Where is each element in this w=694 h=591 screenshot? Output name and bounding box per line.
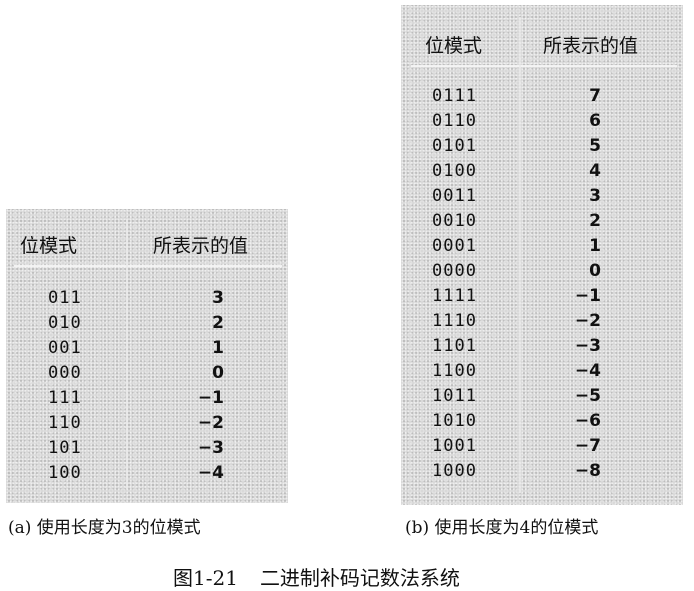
caption-table-b: (b) 使用长度为4的位模式 [405, 518, 599, 538]
caption-table-a: (a) 使用长度为3的位模式 [8, 518, 201, 538]
value-cell: −6 [574, 411, 601, 431]
bit-pattern-cell: 100 [48, 463, 82, 483]
column-divider [519, 17, 521, 493]
table-row: 0111 7 [401, 83, 683, 108]
value-cell: −3 [197, 438, 224, 458]
bit-pattern-cell: 1010 [432, 411, 477, 431]
table-row: 0100 4 [401, 158, 683, 183]
value-cell: −5 [574, 386, 601, 406]
bit-pattern-cell: 1011 [432, 386, 477, 406]
header-represented-value: 所表示的值 [153, 235, 249, 257]
value-cell: 5 [589, 136, 601, 156]
table-row: 1101 −3 [401, 333, 683, 358]
value-cell: −1 [197, 388, 224, 408]
table-row: 1010 −6 [401, 408, 683, 433]
table-row: 110 −2 [6, 410, 288, 435]
value-cell: 4 [589, 161, 601, 181]
value-cell: 2 [589, 211, 601, 231]
header-divider [411, 65, 677, 67]
value-cell: 0 [212, 363, 224, 383]
table-row: 111 −1 [6, 385, 288, 410]
bit-pattern-cell: 1000 [432, 461, 477, 481]
header-divider [14, 265, 282, 267]
bit-pattern-cell: 1101 [432, 336, 477, 356]
table-row: 0000 0 [401, 258, 683, 283]
value-cell: 3 [212, 288, 224, 308]
value-cell: 2 [212, 313, 224, 333]
bit-pattern-cell: 0101 [432, 136, 477, 156]
table-row: 0001 1 [401, 233, 683, 258]
bit-pattern-cell: 1001 [432, 436, 477, 456]
value-cell: 0 [589, 261, 601, 281]
value-cell: 7 [589, 86, 601, 106]
bit-pattern-cell: 000 [48, 363, 82, 383]
bit-pattern-cell: 110 [48, 413, 82, 433]
bit-pattern-cell: 0111 [432, 86, 477, 106]
bit-pattern-cell: 1110 [432, 311, 477, 331]
table-row: 1000 −8 [401, 458, 683, 483]
bit-pattern-cell: 1100 [432, 361, 477, 381]
table-row: 001 1 [6, 335, 288, 360]
value-cell: −1 [574, 286, 601, 306]
bit-pattern-cell: 0100 [432, 161, 477, 181]
table-3bit: 位模式 所表示的值 011 3 010 2 001 1 000 0 111 −1 110−… [6, 209, 288, 503]
table-row: 100 −4 [6, 460, 288, 485]
bit-pattern-cell: 0110 [432, 111, 477, 131]
table-row: 000 0 [6, 360, 288, 385]
header-bit-pattern: 位模式 [425, 35, 483, 57]
bit-pattern-cell: 001 [48, 338, 82, 358]
figure-caption: 图1-21 二进制补码记数法系统 [173, 562, 460, 591]
table-row: 0011 3 [401, 183, 683, 208]
table-4bit: 位模式 所表示的值 0111 7 0110 6 0101 5 0100 4 0011 3 … [401, 5, 683, 505]
value-cell: −2 [574, 311, 601, 331]
bit-pattern-cell: 011 [48, 288, 82, 308]
header-bit-pattern: 位模式 [20, 235, 78, 257]
figure-title: 二进制补码记数法系统 [259, 566, 460, 590]
bit-pattern-cell: 101 [48, 438, 82, 458]
value-cell: 3 [589, 186, 601, 206]
value-cell: −8 [574, 461, 601, 481]
value-cell: −4 [574, 361, 601, 381]
column-divider [126, 219, 128, 489]
figure-number: 图1-21 [173, 566, 238, 590]
value-cell: 1 [589, 236, 601, 256]
value-cell: 6 [589, 111, 601, 131]
table-row: 0110 6 [401, 108, 683, 133]
table-row: 101 −3 [6, 435, 288, 460]
table-row: 1011 −5 [401, 383, 683, 408]
table-row: 1111 −1 [401, 283, 683, 308]
bit-pattern-cell: 010 [48, 313, 82, 333]
value-cell: 1 [212, 338, 224, 358]
bit-pattern-cell: 0010 [432, 211, 477, 231]
value-cell: −3 [574, 336, 601, 356]
rows-4bit: 0111 7 0110 6 0101 5 0100 4 0011 3 0010 2 0001… [401, 83, 683, 483]
bit-pattern-cell: 1111 [432, 286, 477, 306]
bit-pattern-cell: 0000 [432, 261, 477, 281]
value-cell: −4 [197, 463, 224, 483]
table-row: 1001 −7 [401, 433, 683, 458]
value-cell: −2 [197, 413, 224, 433]
table-row: 0101 5 [401, 133, 683, 158]
bit-pattern-cell: 111 [48, 388, 82, 408]
table-row: 011 3 [6, 285, 288, 310]
bit-pattern-cell: 0011 [432, 186, 477, 206]
table-row: 1110 −2 [401, 308, 683, 333]
rows-3bit: 011 3 010 2 001 1 000 0 111 −1 110 −2 101 −3 10… [6, 285, 288, 485]
bit-pattern-cell: 0001 [432, 236, 477, 256]
table-row: 1100 −4 [401, 358, 683, 383]
header-represented-value: 所表示的值 [543, 35, 639, 57]
table-row: 010 2 [6, 310, 288, 335]
table-row: 0010 2 [401, 208, 683, 233]
value-cell: −7 [574, 436, 601, 456]
